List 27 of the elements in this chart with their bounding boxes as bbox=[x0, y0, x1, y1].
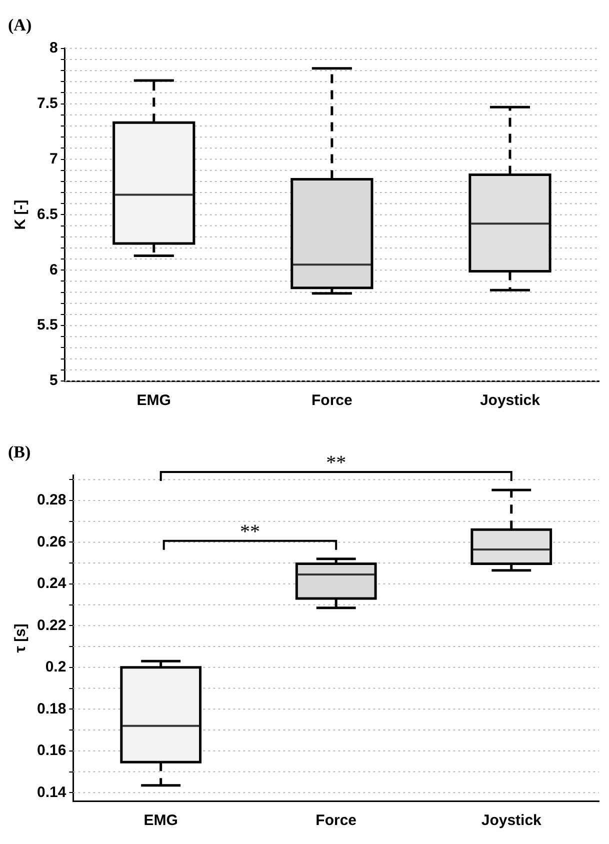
y-tick-label: 6 bbox=[50, 261, 58, 278]
y-tick-label: 0.2 bbox=[45, 658, 66, 676]
y-tick-label: 0.16 bbox=[36, 742, 66, 760]
y-tick-label: 0.26 bbox=[36, 533, 66, 550]
x-tick-label: EMG bbox=[144, 812, 178, 830]
y-tick-label: 7 bbox=[50, 150, 58, 168]
annotation: ** bbox=[240, 520, 260, 543]
y-tick-label: 7.5 bbox=[36, 94, 58, 112]
y-tick-label: 8 bbox=[50, 40, 58, 57]
x-tick-label: Force bbox=[311, 392, 352, 410]
y-tick-label: 5 bbox=[50, 372, 58, 390]
chart-title: (B) bbox=[8, 442, 31, 462]
y-tick-label: 0.24 bbox=[36, 575, 67, 592]
x-tick-label: Joystick bbox=[480, 392, 541, 410]
x-tick-label: Joystick bbox=[481, 812, 542, 830]
chart-title: (A) bbox=[8, 16, 32, 35]
y-tick-label: 6.5 bbox=[36, 206, 58, 223]
y-tick-label: 5.5 bbox=[36, 316, 58, 334]
y-axis-title: τ [s] bbox=[12, 624, 30, 653]
y-axis-title: K [-] bbox=[12, 200, 30, 230]
y-tick-label: 0.28 bbox=[36, 492, 66, 509]
y-tick-label: 0.18 bbox=[36, 700, 66, 718]
y-tick-label: 0.14 bbox=[36, 784, 67, 801]
x-tick-label: EMG bbox=[136, 392, 171, 410]
x-tick-label: Force bbox=[316, 812, 357, 830]
y-tick-label: 0.22 bbox=[36, 616, 66, 634]
text: ** bbox=[326, 452, 346, 474]
